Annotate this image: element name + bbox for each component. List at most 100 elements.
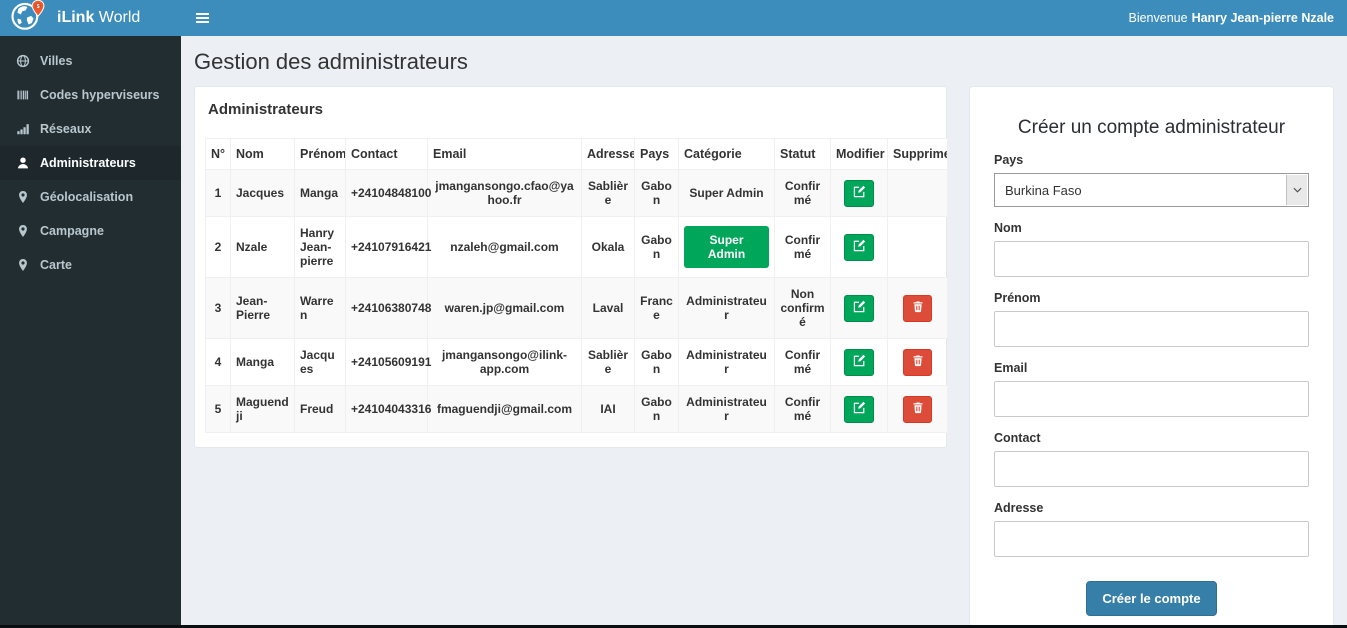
cell-nom: Maguendji: [230, 385, 295, 433]
column-header-categorie: Catégorie: [678, 138, 775, 170]
sidebar-item-geolocalisation[interactable]: Géolocalisation: [0, 180, 181, 214]
cell-email: jmangansongo@ilink-app.com: [427, 338, 582, 386]
nom-label: Nom: [994, 221, 1022, 235]
sidebar-nav: Villes Codes hyperviseurs Réseaux Administr…: [0, 36, 181, 625]
cell-statut: Confirmé: [774, 216, 831, 278]
cell-n: 3: [205, 277, 231, 339]
prenom-field[interactable]: [994, 311, 1309, 347]
cell-categorie: Super Admin: [678, 169, 775, 217]
pays-select[interactable]: Burkina Faso: [994, 173, 1309, 207]
page-title: Gestion des administrateurs: [194, 49, 468, 74]
cell-modifier: [830, 277, 888, 339]
table-row: 1 Jacques Manga +24104848100 jmangansongo.cf…: [205, 169, 948, 217]
create-account-button[interactable]: Créer le compte: [1086, 581, 1217, 616]
brand[interactable]: $ iLink World: [0, 0, 181, 36]
cell-prenom: Manga: [294, 169, 346, 217]
cell-pays: Gabon: [634, 385, 679, 433]
column-header-statut: Statut: [774, 138, 831, 170]
column-header-prenom: Prénom: [294, 138, 346, 170]
trash-icon: [912, 354, 924, 370]
edit-icon: [853, 354, 866, 370]
welcome-message: Bienvenue Hanry Jean-pierre Nzale: [1128, 11, 1334, 25]
sidebar-item-label: Réseaux: [40, 122, 92, 136]
cell-contact: +24105609191: [345, 338, 431, 386]
edit-button[interactable]: [844, 179, 874, 207]
app-title: iLink World: [57, 9, 141, 26]
cell-contact: +24104043316: [345, 385, 431, 433]
column-header-pays: Pays: [634, 138, 679, 170]
cell-categorie: Administrateur: [678, 338, 775, 386]
delete-button[interactable]: [903, 294, 932, 322]
cell-modifier: [830, 338, 888, 386]
email-label: Email: [994, 361, 1028, 375]
cell-nom: Jacques: [230, 169, 295, 217]
cell-adresse: Sablière: [581, 169, 635, 217]
form-fields: Pays Burkina Faso Nom Prénom Email Contact Adr…: [994, 153, 1309, 557]
sidebar-item-reseaux[interactable]: Réseaux: [0, 112, 181, 146]
nom-field[interactable]: [994, 241, 1309, 277]
edit-icon: [853, 239, 866, 255]
cell-prenom: Freud: [294, 385, 346, 433]
cell-pays: Gabon: [634, 338, 679, 386]
cell-statut: Non confirmé: [774, 277, 831, 339]
sidebar-menu: Villes Codes hyperviseurs Réseaux Administr…: [0, 44, 181, 282]
hamburger-icon: [195, 13, 209, 23]
cell-email: fmaguendji@gmail.com: [427, 385, 582, 433]
chevron-down-icon: [1286, 175, 1307, 205]
sidebar-item-campagne[interactable]: Campagne: [0, 214, 181, 248]
cell-supprimer: [887, 385, 948, 433]
trash-icon: [912, 401, 924, 417]
edit-button[interactable]: [844, 294, 874, 322]
barcode-icon: [15, 88, 30, 102]
svg-text:$: $: [37, 4, 40, 10]
field-email: Email: [994, 361, 1309, 417]
contact-field[interactable]: [994, 451, 1309, 487]
cell-pays: France: [634, 277, 679, 339]
globe-icon: [15, 54, 30, 68]
email-field[interactable]: [994, 381, 1309, 417]
super-admin-badge[interactable]: Super Admin: [684, 226, 769, 268]
adresse-field[interactable]: [994, 521, 1309, 557]
adresse-label: Adresse: [994, 501, 1044, 515]
sidebar-item-carte[interactable]: Carte: [0, 248, 181, 282]
cell-adresse: Sablière: [581, 338, 635, 386]
sidebar-item-label: Carte: [40, 258, 72, 272]
cell-modifier: [830, 169, 888, 217]
signal-bars-icon: [15, 122, 30, 136]
cell-nom: Nzale: [230, 216, 295, 278]
edit-button[interactable]: [844, 348, 874, 376]
sidebar-toggle-button[interactable]: [181, 0, 223, 36]
sidebar-item-administrateurs[interactable]: Administrateurs: [0, 146, 181, 180]
cell-categorie: Administrateur: [678, 385, 775, 433]
sidebar-item-label: Administrateurs: [40, 156, 136, 170]
prenom-label: Prénom: [994, 291, 1041, 305]
current-user-name: Hanry Jean-pierre Nzale: [1191, 11, 1334, 25]
cell-supprimer: [887, 338, 948, 386]
sidebar-item-villes[interactable]: Villes: [0, 44, 181, 78]
map-marker-icon: [15, 190, 30, 204]
admin-table-body: 1 Jacques Manga +24104848100 jmangansongo.cf…: [205, 169, 948, 433]
cell-adresse: Okala: [581, 216, 635, 278]
column-header-n: N°: [205, 138, 231, 170]
cell-contact: +24104848100: [345, 169, 431, 217]
edit-icon: [853, 401, 866, 417]
edit-button[interactable]: [844, 395, 874, 423]
cell-email: jmangansongo.cfao@yahoo.fr: [427, 169, 582, 217]
cell-statut: Confirmé: [774, 385, 831, 433]
table-row: 5 Maguendji Freud +24104043316 fmaguendji@gm…: [205, 385, 948, 433]
cell-adresse: IAI: [581, 385, 635, 433]
field-nom: Nom: [994, 221, 1309, 277]
cell-categorie: Super Admin: [678, 216, 775, 278]
pays-label: Pays: [994, 153, 1024, 167]
map-marker-icon: [15, 258, 30, 272]
edit-button[interactable]: [844, 233, 874, 261]
delete-button[interactable]: [903, 395, 932, 423]
cell-prenom: Jacques: [294, 338, 346, 386]
cell-pays: Gabon: [634, 216, 679, 278]
cell-nom: Manga: [230, 338, 295, 386]
delete-button[interactable]: [903, 348, 932, 376]
column-header-nom: Nom: [230, 138, 295, 170]
administrators-table: N° Nom Prénom Contact Email Adresse Pays Catégo…: [205, 138, 948, 433]
cell-modifier: [830, 216, 888, 278]
sidebar-item-codes-hyperviseurs[interactable]: Codes hyperviseurs: [0, 78, 181, 112]
